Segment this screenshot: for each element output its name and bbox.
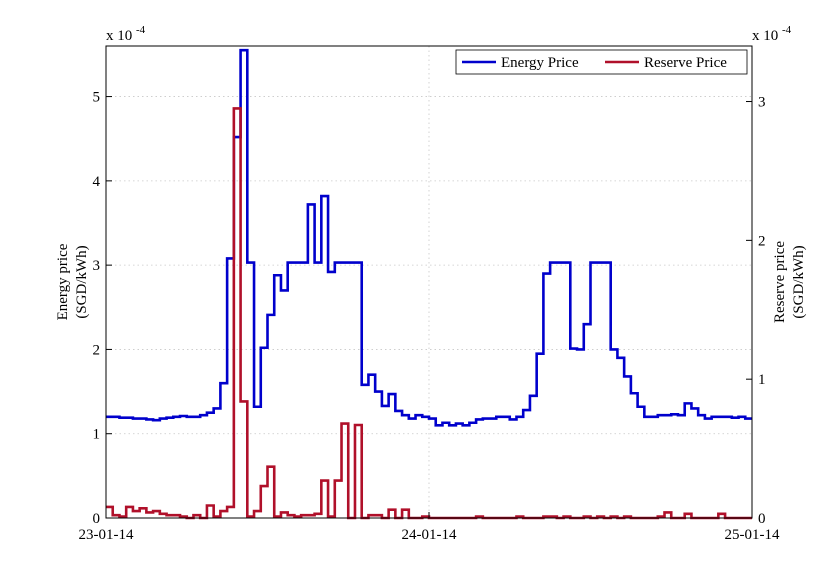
series-line-energy-price [106,48,752,427]
left-axis-label: Energy price (SGD/kWh) [55,243,90,320]
right-tick-label: 1 [758,372,766,388]
ticks-layer: 0 1 2 3 4 5 0 1 2 3 23-01-14 24-01-14 25-01-14 [79,90,780,543]
left-tick-label: 5 [93,90,101,106]
right-multiplier-base: x 10 [752,28,778,44]
right-axis-label-line2: (SGD/kWh) [791,245,807,318]
left-axis-label-line1: Energy price [55,243,71,320]
left-tick-label: 1 [93,427,101,443]
left-multiplier: x 10 -4 [106,24,146,44]
legend-box [455,49,748,75]
left-tick-label: 0 [93,511,101,527]
left-multiplier-base: x 10 [106,28,132,44]
legend-label-energy: Energy Price [501,55,579,71]
right-multiplier-exponent: -4 [782,24,792,36]
right-multiplier: x 10 -4 [752,24,792,44]
x-tick-label: 25-01-14 [725,527,780,543]
right-axis-label: Reserve price (SGD/kWh) [772,241,807,323]
left-tick-label: 4 [93,174,101,190]
legend-label-reserve: Reserve Price [644,55,727,71]
left-multiplier-exponent: -4 [136,24,146,36]
right-tick-label: 0 [758,511,766,527]
right-tick-label: 3 [758,95,766,111]
x-tick-label: 24-01-14 [402,527,457,543]
left-tick-label: 2 [93,342,101,358]
legend: Energy Price Reserve Price [455,49,748,75]
right-tick-label: 2 [758,233,766,249]
left-axis-label-line2: (SGD/kWh) [74,245,90,318]
x-tick-label: 23-01-14 [79,527,134,543]
left-tick-label: 3 [93,258,101,274]
right-axis-label-line1: Reserve price [772,241,788,323]
grid-layer [106,46,752,518]
